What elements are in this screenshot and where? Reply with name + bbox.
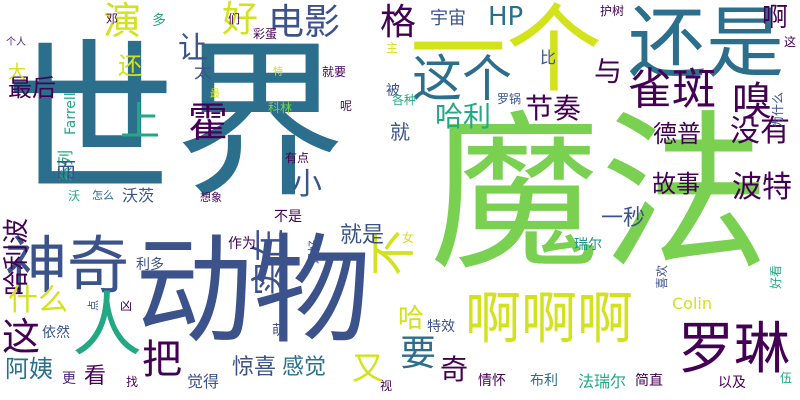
word-xiong: 凶	[120, 299, 133, 313]
word-yan: 演	[103, 0, 142, 43]
word-wotaci: 沃茨	[122, 186, 155, 205]
word-hai: 还	[118, 52, 142, 80]
word-meng: 萌	[272, 323, 286, 339]
word-farrell: Farrell	[63, 92, 79, 135]
word-duo: 多	[152, 13, 166, 29]
word-shizai: 实在	[249, 228, 289, 296]
word-yiran: 依然	[42, 325, 70, 341]
word-shijie: 世界	[5, 24, 346, 222]
word-zuihou: 最后	[8, 74, 56, 102]
word-youdian: 有点	[285, 151, 310, 165]
word-yige: 一个	[410, 0, 602, 106]
word-ruier: 瑞尔	[574, 237, 602, 253]
word-a: 啊	[762, 3, 789, 33]
word-hao: 好	[222, 0, 259, 40]
word-gezhong: 各种	[392, 93, 417, 107]
word-bei: 被	[386, 83, 400, 99]
word-shi: 视	[380, 379, 393, 393]
word-zenme: 怎么	[92, 189, 114, 202]
word-jingxi: 惊喜	[232, 355, 277, 380]
word-haokan: 好看	[769, 264, 783, 289]
word-dian: 点	[87, 300, 100, 311]
word-yu: 与	[594, 55, 623, 88]
word-xihuan: 喜欢	[655, 264, 669, 289]
word-faruier: 法瑞尔	[578, 372, 627, 391]
word-buli: 布利	[530, 373, 558, 389]
word-jiu: 就	[390, 120, 410, 144]
word-haishi: 还是	[628, 0, 785, 89]
word-zuowei: 作为	[228, 236, 256, 252]
word-you: 又	[352, 349, 385, 387]
word-zhe: 这	[2, 315, 41, 359]
word-hali: 哈利	[435, 100, 492, 133]
word-luolin: 罗琳	[678, 317, 790, 382]
word-caidan: 彩蛋	[253, 27, 278, 41]
word-jianzhi: 简直	[635, 373, 663, 389]
word-queban: 雀斑	[628, 64, 716, 115]
word-zhao: 找	[126, 375, 139, 389]
word-yiji: 以及	[718, 375, 746, 391]
word-da: 大	[8, 62, 26, 83]
word-zhu: 主	[386, 41, 399, 55]
word-zui: 最	[210, 89, 220, 100]
word-hp: HP	[488, 2, 524, 32]
word-depu: 德普	[653, 120, 701, 148]
word-ba: 把	[142, 337, 182, 383]
word-bi: 比	[540, 48, 557, 67]
word-zhe-small: 这	[784, 35, 797, 49]
word-er: 而	[56, 158, 76, 182]
word-ganjue: 感觉	[282, 355, 327, 380]
word-shang: 上	[120, 99, 160, 145]
word-xiu: 嗅	[732, 79, 772, 125]
word-huo: 霍	[188, 100, 228, 146]
word-zhege: 这个	[412, 50, 512, 108]
word-te: 特	[273, 67, 283, 78]
word-ren: 人	[72, 284, 142, 366]
word-yimiao: 一秒	[601, 206, 646, 231]
word-colin: Colin	[672, 294, 712, 313]
word-jiuyao: 就要	[322, 65, 347, 79]
word-qinghuai: 情怀	[478, 373, 506, 389]
word-yao: 要	[400, 333, 437, 374]
word-kelin: 科林	[268, 101, 293, 115]
word-nv: 女	[402, 231, 415, 245]
word-deng: 邓	[106, 12, 119, 26]
word-wu: 伍	[780, 371, 793, 385]
word-geren: 个人	[6, 37, 26, 48]
word-dongwu: 动物	[135, 222, 372, 360]
word-jiushi: 就是	[340, 223, 385, 248]
word-meiyou: 没有	[730, 114, 790, 149]
word-ne: 呢	[340, 99, 353, 113]
word-tai: 太	[194, 62, 212, 83]
word-weishenme: 为什么	[771, 91, 785, 128]
word-mofa: 魔法	[430, 96, 771, 294]
word-men: 们	[228, 12, 241, 26]
word-wo: 沃	[68, 189, 81, 203]
word-ha: 哈	[398, 304, 425, 334]
word-texiao: 特效	[427, 319, 455, 335]
word-ge: 格	[380, 2, 417, 43]
word-liduo: 利多	[136, 257, 164, 273]
word-xiao: 小	[292, 167, 322, 202]
word-juede: 觉得	[187, 372, 220, 391]
word-shenqi: 神奇	[5, 229, 130, 302]
word-hushu: 护树	[600, 4, 625, 18]
word-gushi: 故事	[652, 170, 700, 198]
word-aaa: 啊啊啊	[465, 287, 633, 352]
word-qi: 奇	[440, 353, 469, 386]
word-geng: 更	[62, 371, 76, 387]
word-luoguo: 罗锅	[497, 92, 522, 106]
word-bote: 波特	[732, 170, 792, 205]
word-jiezou: 节奏	[525, 92, 582, 125]
word-kan: 看	[84, 364, 107, 389]
word-bushi: 不是	[274, 209, 302, 225]
word-zuihao: 最好	[307, 239, 321, 264]
word-rang: 让	[178, 31, 208, 66]
word-ayi: 阿姨	[5, 355, 53, 383]
word-xiangxiang: 想象	[200, 191, 222, 204]
word-shenme: 什么	[8, 283, 68, 318]
word-dianying: 电影	[268, 2, 341, 43]
word-yuzhou: 宇宙	[430, 8, 466, 29]
